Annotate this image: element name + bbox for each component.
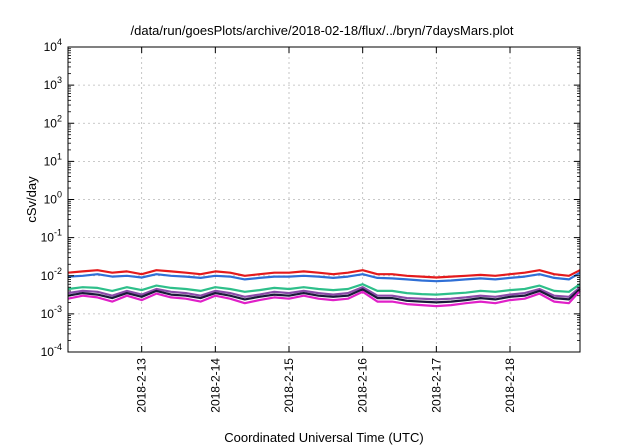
y-tick-label: 101: [44, 151, 62, 168]
y-tick-exponent: 0: [57, 190, 62, 200]
grid: [68, 47, 580, 352]
y-tick-label: 10-4: [41, 342, 62, 359]
y-tick-base: 10: [41, 269, 55, 283]
x-tick-label: 2018-2-13: [135, 358, 149, 413]
y-tick-base: 10: [44, 193, 58, 207]
y-tick-exponent: 1: [57, 151, 62, 161]
y-tick-exponent: 4: [57, 37, 62, 47]
series-line-2: [67, 271, 581, 283]
x-tick-label: 2018-2-15: [282, 358, 296, 413]
x-tick-label: 2018-2-14: [208, 358, 222, 413]
x-axis-label: Coordinated Universal Time (UTC): [224, 430, 423, 445]
series-layer: [67, 269, 581, 308]
y-tick-label: 100: [44, 190, 62, 207]
y-tick-label: 10-1: [41, 228, 62, 245]
x-tick-labels: 2018-2-13 2018-2-14 2018-2-15 2018-2-16 2018…: [135, 358, 517, 413]
series-line-5: [67, 288, 581, 304]
series-line-6: [67, 290, 581, 308]
y-tick-base: 10: [44, 40, 58, 54]
x-tick-label: 2018-2-16: [356, 358, 370, 413]
y-tick-base: 10: [44, 116, 58, 130]
y-tick-label: 10-3: [41, 304, 62, 321]
y-tick-label: 10-2: [41, 266, 62, 283]
y-tick-label: 104: [44, 37, 62, 54]
y-tick-base: 10: [44, 154, 58, 168]
ticks: [68, 46, 580, 353]
y-tick-exponent: -4: [54, 342, 62, 352]
y-axis-label: cSv/day: [24, 176, 39, 223]
y-tick-base: 10: [44, 78, 58, 92]
series-line-1: [67, 269, 581, 279]
y-tick-exponent: -2: [54, 266, 62, 276]
y-tick-base: 10: [41, 307, 55, 321]
x-tick-label: 2018-2-17: [429, 358, 443, 413]
y-tick-exponent: -3: [54, 304, 62, 314]
y-tick-label: 103: [44, 75, 62, 92]
y-tick-exponent: -1: [54, 228, 62, 238]
y-tick-label: 102: [44, 113, 62, 130]
y-tick-base: 10: [41, 231, 55, 245]
y-tick-exponent: 2: [57, 113, 62, 123]
series-line-4: [67, 286, 581, 301]
y-tick-base: 10: [41, 345, 55, 359]
y-tick-exponent: 3: [57, 75, 62, 85]
chart-title: /data/run/goesPlots/archive/2018-02-18/f…: [131, 23, 514, 38]
x-tick-label: 2018-2-18: [503, 358, 517, 413]
series-line-3: [67, 283, 581, 296]
